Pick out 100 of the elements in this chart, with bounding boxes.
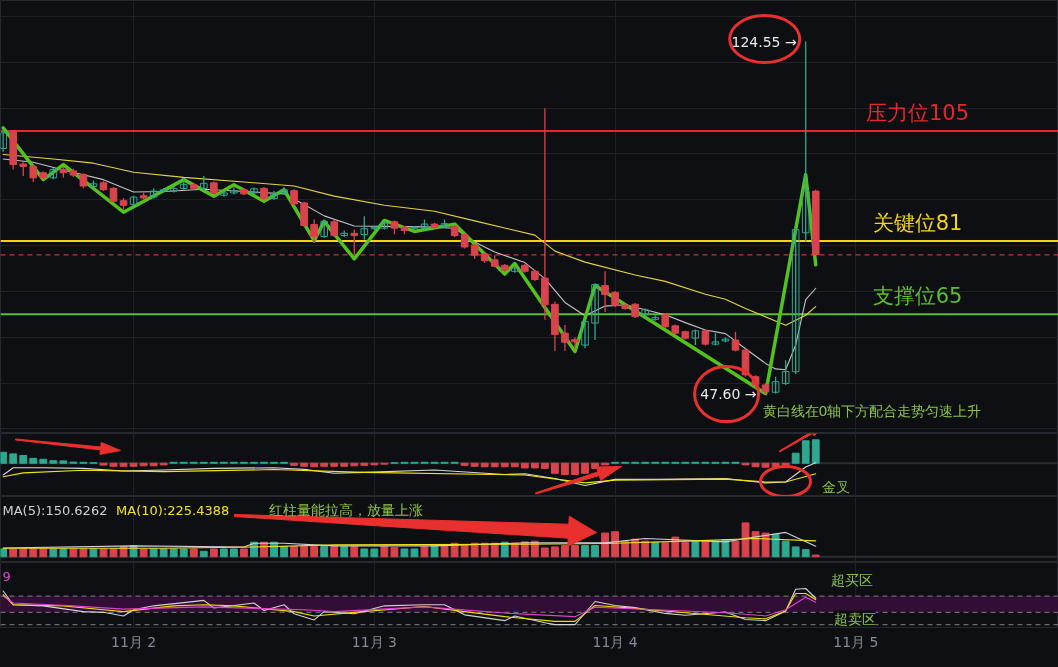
bar [420, 546, 429, 558]
bar [49, 548, 58, 558]
bar [310, 462, 319, 468]
bar [19, 455, 28, 464]
text: MA(5):150.6262 [2, 503, 108, 518]
bar [711, 540, 720, 558]
bar [300, 462, 309, 467]
x-tick-label: 11月 5 [833, 633, 879, 650]
bar [0, 451, 8, 464]
bar [661, 542, 670, 558]
bar [89, 548, 98, 558]
bar [29, 457, 38, 464]
bar [39, 548, 48, 558]
bar [169, 548, 178, 558]
candlestick [571, 336, 579, 350]
text: 超买区 [830, 571, 873, 588]
bar [360, 548, 369, 558]
x-tick-label: 11月 4 [592, 633, 638, 650]
bar [49, 460, 58, 464]
bar [330, 546, 339, 558]
bar [791, 546, 800, 558]
bar [59, 548, 68, 558]
bar [480, 542, 489, 558]
bar [440, 545, 449, 558]
bar [500, 462, 509, 468]
bar [229, 548, 238, 558]
bar [69, 548, 78, 558]
bar [490, 462, 499, 468]
series-label: 9 [2, 569, 11, 584]
bar [19, 548, 28, 558]
candlestick [561, 324, 569, 352]
bar [179, 548, 188, 558]
bar [591, 545, 599, 558]
bar [581, 545, 589, 558]
text: 红柱量能拉高，放量上涨 [268, 501, 423, 518]
annotation: 47.60 → [700, 386, 757, 403]
candlestick [791, 227, 800, 375]
bar [350, 546, 359, 558]
bar [460, 545, 469, 558]
candlestick [591, 282, 599, 341]
bar [320, 546, 329, 558]
bar [540, 547, 549, 558]
bar [791, 452, 800, 464]
annotation: 金叉 [821, 478, 850, 495]
ref-line-label: 关键位81 [872, 211, 963, 236]
bar [551, 462, 559, 474]
bar [39, 458, 48, 464]
bar [330, 462, 339, 467]
candlestick [581, 319, 589, 349]
bar [380, 546, 389, 558]
bar [691, 540, 700, 558]
bar [59, 460, 68, 464]
bar [801, 440, 810, 464]
annotation: 黄白线在0轴下方配合走势匀速上升 [762, 402, 982, 419]
bar [721, 539, 730, 558]
bar [601, 532, 609, 558]
annotation: 124.55 → [731, 33, 797, 50]
bar [540, 462, 549, 469]
bar [9, 453, 18, 464]
bar [761, 462, 770, 468]
bar [360, 462, 369, 466]
bar [651, 541, 660, 558]
bar [681, 541, 690, 558]
ref-line-label: 压力位105 [865, 101, 970, 126]
text: MA(10):225.4388 [116, 503, 230, 518]
bar [290, 462, 298, 466]
candlestick [300, 201, 308, 228]
bar [781, 540, 790, 558]
bar [470, 462, 479, 467]
bar [199, 550, 208, 558]
candlestick [360, 215, 369, 241]
candlestick [601, 270, 609, 313]
bar [530, 462, 539, 469]
bar [149, 548, 158, 558]
bar [280, 546, 288, 558]
bar [240, 548, 248, 558]
bar [611, 531, 620, 558]
x-tick-label: 11月 3 [351, 633, 397, 650]
bar [340, 546, 349, 558]
bar [159, 548, 168, 558]
bar [390, 547, 399, 558]
bar [320, 462, 329, 467]
bar [551, 546, 559, 558]
bar [771, 533, 780, 558]
bar [581, 462, 589, 474]
bar [641, 540, 650, 558]
ref-line-label: 支撑位65 [872, 284, 963, 309]
annotation: 超卖区 [833, 610, 876, 627]
bar [340, 462, 349, 467]
bar [139, 548, 148, 558]
bar [701, 540, 710, 558]
bar [79, 548, 88, 558]
bar [510, 462, 519, 468]
candlestick [270, 190, 278, 201]
candlestick [310, 218, 318, 244]
bar [9, 548, 18, 558]
bar [129, 462, 138, 467]
bar [561, 462, 569, 475]
bar [460, 462, 469, 466]
bar [571, 545, 579, 558]
